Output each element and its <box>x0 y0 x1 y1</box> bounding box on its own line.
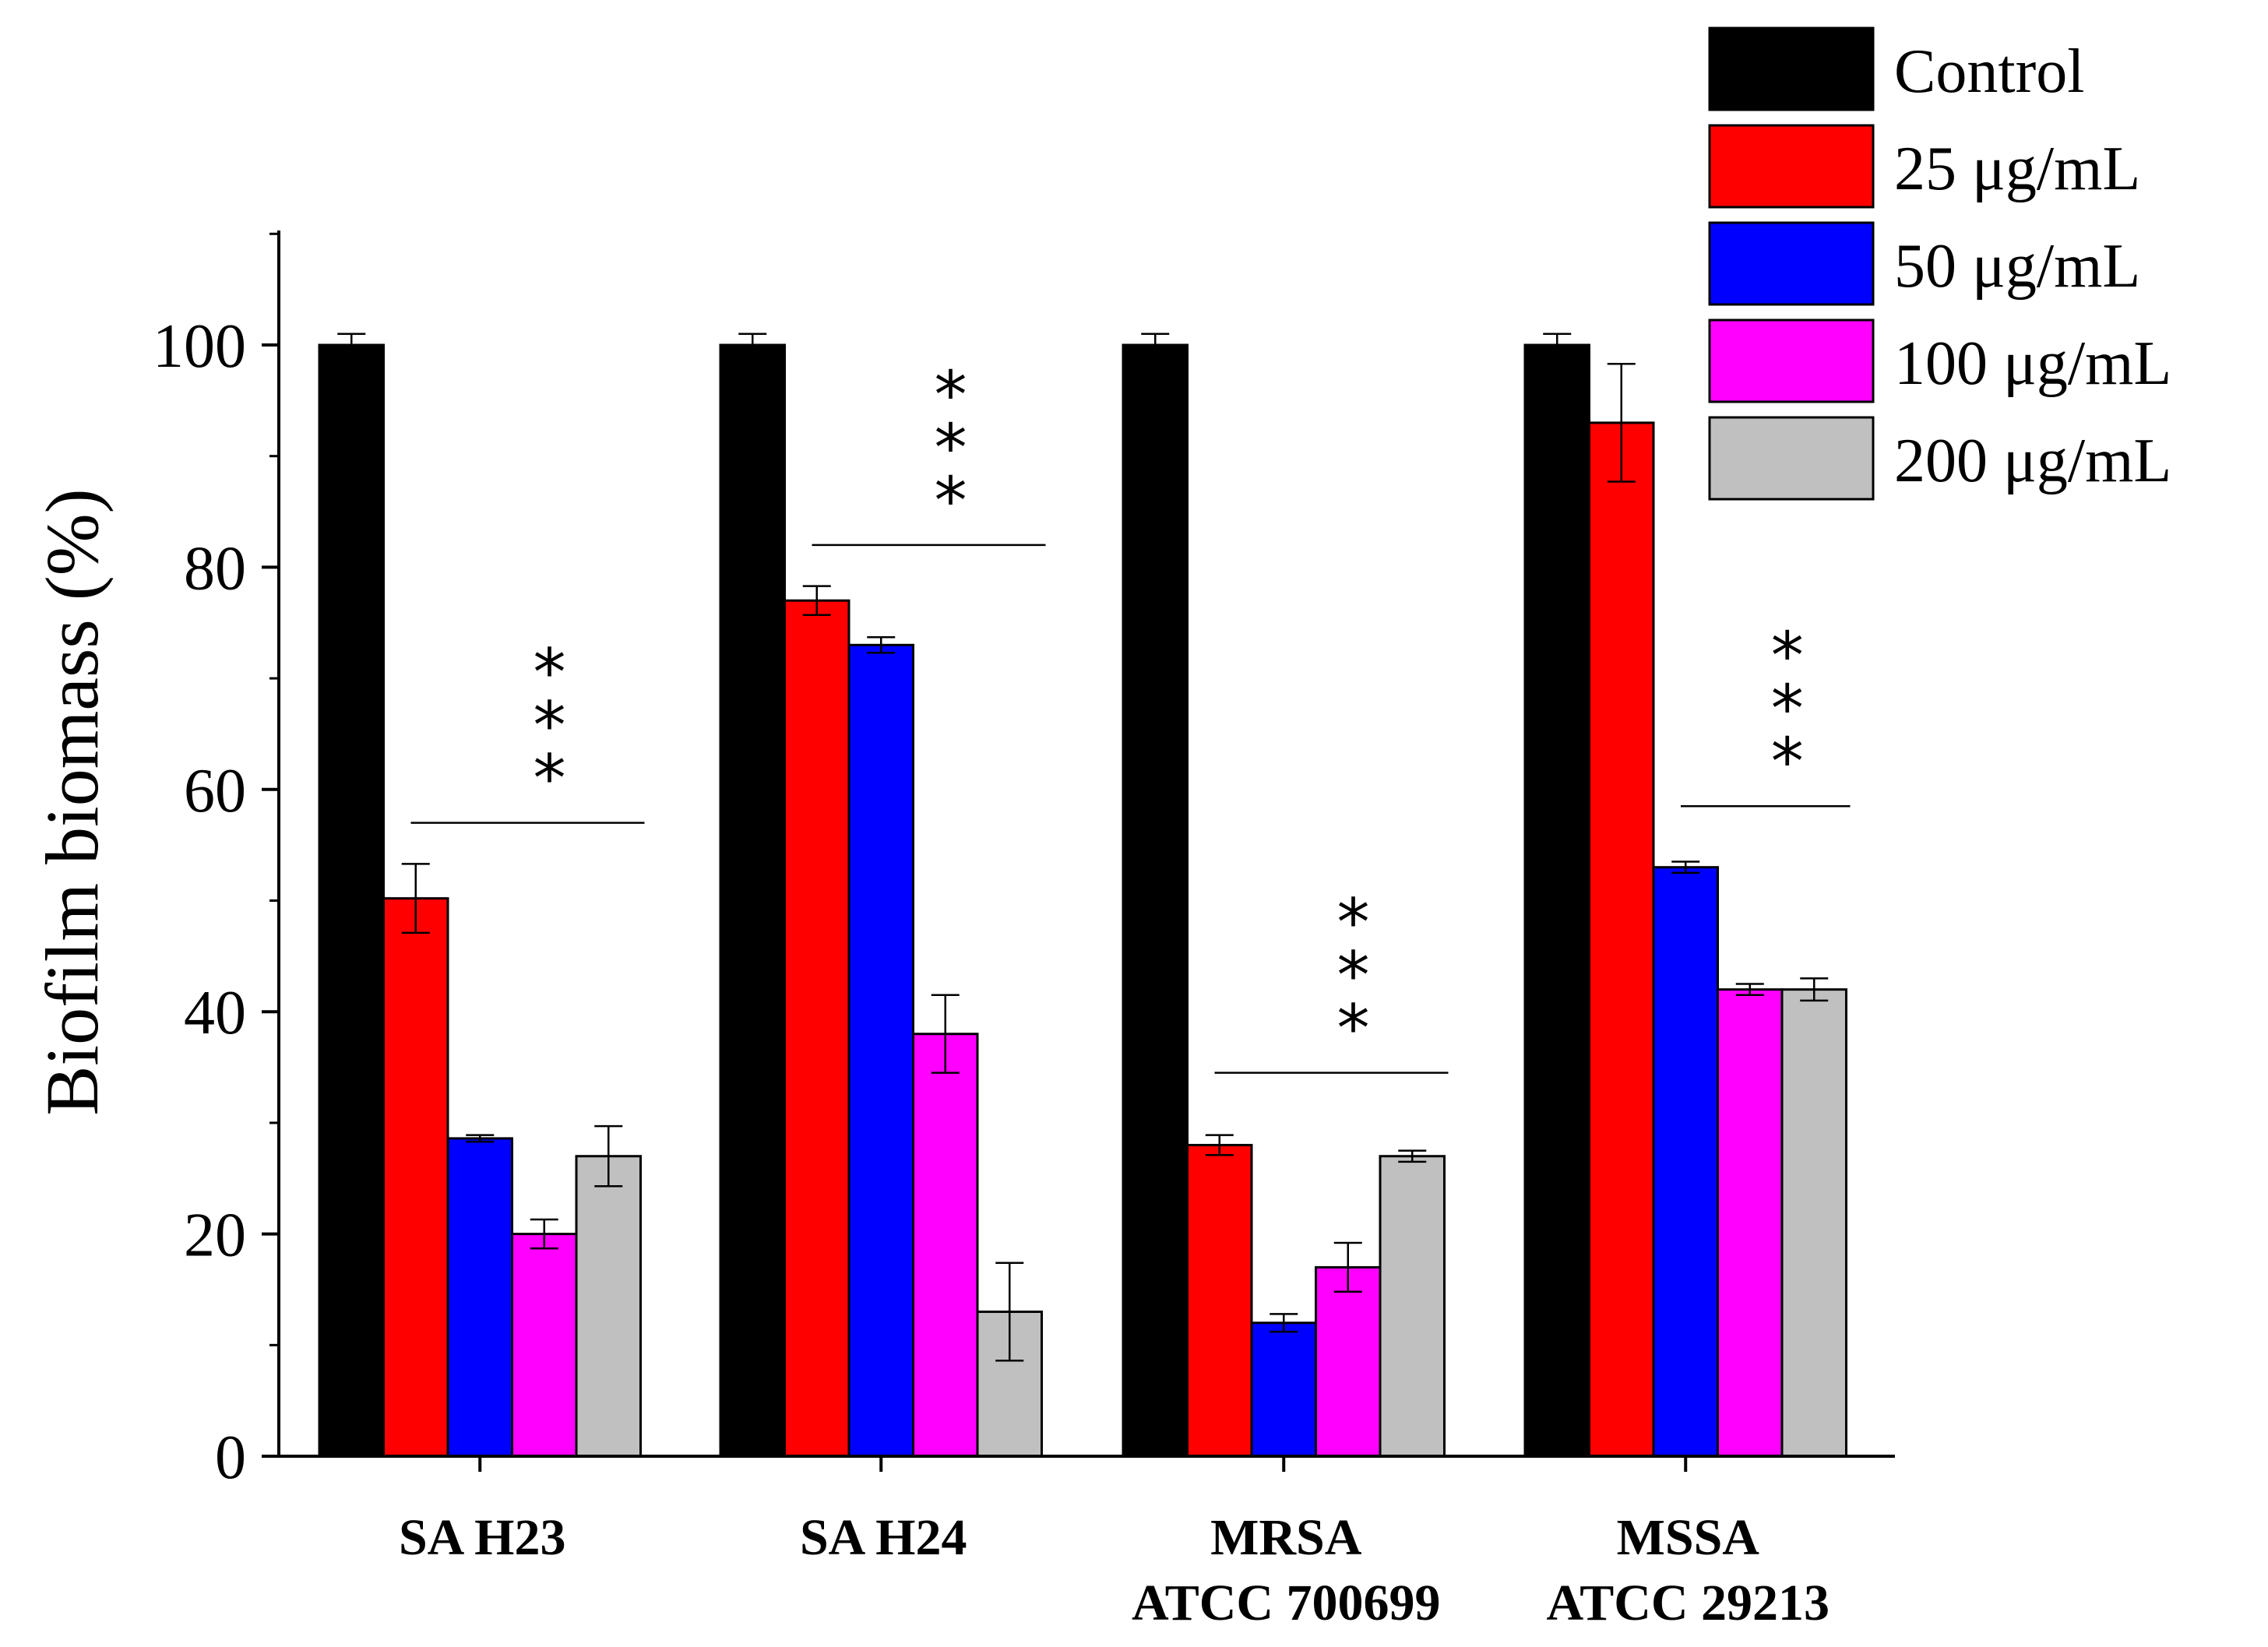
error-bar-4-3 <box>1800 977 1829 1002</box>
legend-label-0: Control <box>1894 37 2084 106</box>
category-label-3: MSSA <box>1617 1509 1760 1566</box>
bar-0-2 <box>1122 343 1189 1458</box>
error-bar-3-1 <box>931 994 960 1074</box>
y-tick-label-3: 60 <box>184 757 246 825</box>
bar-4-2 <box>1379 1155 1446 1458</box>
category-sublabel-3: ATCC 29213 <box>1546 1575 1830 1631</box>
legend-swatch-2 <box>1708 221 1875 306</box>
bar-0-1 <box>719 343 786 1458</box>
error-bar-1-0 <box>401 863 430 934</box>
y-tick-label-1: 20 <box>184 1202 246 1270</box>
legend-swatch-3 <box>1708 318 1875 403</box>
bar-3-0 <box>511 1233 578 1458</box>
significance-label-2: * * * <box>1337 885 1370 1067</box>
bar-0-3 <box>1523 343 1590 1458</box>
legend-swatch-1 <box>1708 124 1875 209</box>
error-bar-2-0 <box>466 1134 495 1143</box>
error-bar-4-0 <box>594 1124 623 1188</box>
bar-2-0 <box>446 1137 513 1458</box>
category-sublabel-2: ATCC 700699 <box>1132 1575 1441 1631</box>
error-bar-0-0 <box>337 333 366 357</box>
error-bar-0-3 <box>1543 333 1572 357</box>
error-bar-1-1 <box>802 585 831 617</box>
bar-3-3 <box>1717 988 1784 1458</box>
legend-label-2: 50 μg/mL <box>1894 232 2140 301</box>
bar-2-2 <box>1250 1321 1317 1458</box>
error-bar-1-2 <box>1205 1134 1234 1156</box>
category-label-0: SA H23 <box>399 1509 566 1566</box>
bar-1-2 <box>1186 1143 1253 1458</box>
bar-1-1 <box>784 599 850 1458</box>
significance-label-1: * * * <box>935 357 967 539</box>
significance-label-0: * * * <box>534 635 566 817</box>
bar-3-1 <box>912 1033 979 1458</box>
error-bar-3-0 <box>530 1218 558 1250</box>
error-bar-2-2 <box>1270 1313 1298 1333</box>
bar-4-0 <box>575 1155 642 1458</box>
y-tick-label-4: 80 <box>184 534 246 603</box>
axes-layer: 0 20 40 60 80 100 SA H23 SA H24 MRSA ATCC 700699 M… <box>153 231 1895 1631</box>
significance-layer: * * * * * * * * * * * * <box>410 357 1851 1074</box>
error-bar-3-3 <box>1735 983 1764 997</box>
error-bar-4-1 <box>995 1262 1024 1362</box>
bar-3-2 <box>1315 1265 1382 1458</box>
y-tick-label-5: 100 <box>153 312 246 381</box>
bar-0-0 <box>318 343 385 1458</box>
legend-label-3: 100 μg/mL <box>1894 329 2171 398</box>
error-bar-4-2 <box>1398 1149 1427 1163</box>
y-axis-label: Biofilm biomass (%) <box>30 488 114 1115</box>
category-label-2: MRSA <box>1210 1509 1362 1566</box>
legend-label-1: 25 μg/mL <box>1894 135 2140 203</box>
legend: Control 25 μg/mL 50 μg/mL 100 μg/mL 200 μg/m… <box>1708 26 2171 501</box>
y-tick-label-0: 0 <box>215 1424 246 1492</box>
bar-1-0 <box>382 897 449 1458</box>
bars-layer <box>318 333 1847 1458</box>
legend-swatch-4 <box>1708 416 1875 501</box>
error-bar-3-2 <box>1333 1241 1362 1293</box>
category-label-1: SA H24 <box>800 1509 967 1566</box>
legend-swatch-0 <box>1708 26 1875 111</box>
error-bar-2-3 <box>1671 860 1700 875</box>
bar-4-3 <box>1780 988 1847 1458</box>
bar-2-1 <box>847 643 914 1458</box>
legend-label-4: 200 μg/mL <box>1894 427 2171 495</box>
y-tick-label-2: 40 <box>184 979 246 1047</box>
error-bar-1-3 <box>1607 363 1636 483</box>
significance-label-3: * * * <box>1771 618 1804 800</box>
error-bar-0-2 <box>1141 333 1170 357</box>
bar-2-3 <box>1652 866 1719 1458</box>
error-bar-0-1 <box>738 333 767 357</box>
bar-1-3 <box>1588 421 1655 1458</box>
error-bar-2-1 <box>867 636 896 654</box>
